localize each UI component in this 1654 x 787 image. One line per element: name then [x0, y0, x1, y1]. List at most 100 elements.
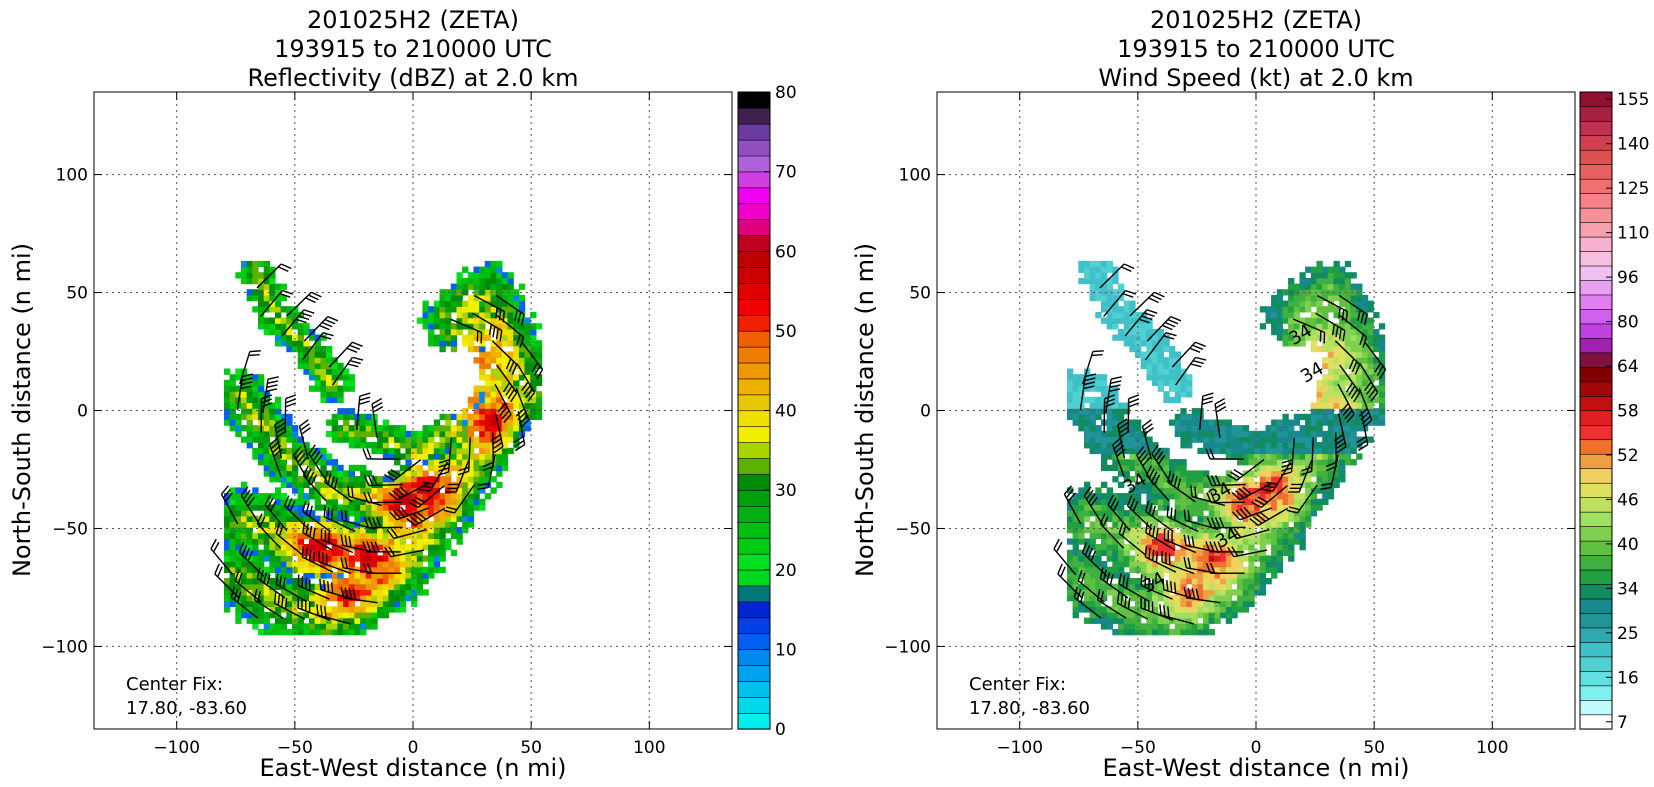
wind-barb	[388, 506, 429, 521]
field-cell	[1078, 515, 1085, 522]
field-cell	[1276, 549, 1284, 556]
field-cell	[252, 566, 259, 573]
field-cell	[1072, 396, 1079, 404]
colorbar-segment	[737, 553, 771, 571]
field-cell	[439, 306, 446, 313]
field-cell	[479, 425, 486, 432]
field-cell	[1242, 527, 1250, 534]
field-cell	[1078, 521, 1085, 528]
field-cell	[1237, 436, 1244, 443]
field-cell	[360, 606, 367, 613]
field-cell	[1163, 470, 1170, 477]
field-cell	[399, 464, 407, 472]
wind-barb	[340, 587, 378, 604]
field-cell	[1225, 419, 1233, 426]
field-cell	[1163, 362, 1170, 370]
field-cell	[1197, 498, 1204, 505]
field-cell	[241, 515, 248, 522]
wind-barb	[1359, 363, 1379, 402]
field-cell	[297, 566, 304, 573]
field-cell	[394, 527, 401, 534]
field-cell	[1254, 589, 1261, 596]
field-cell	[258, 532, 265, 539]
field-cell	[309, 487, 316, 494]
field-cell	[1231, 572, 1238, 579]
field-cell	[1072, 532, 1079, 539]
field-cell	[309, 476, 316, 483]
field-cell	[1163, 527, 1170, 534]
field-cell	[1333, 481, 1340, 488]
field-cell	[377, 612, 384, 619]
field-cell	[501, 277, 509, 285]
field-cell	[235, 385, 242, 392]
field-cell	[1327, 459, 1335, 466]
field-cell	[1316, 283, 1323, 290]
x-tick-label: −100	[996, 738, 1043, 758]
wind-barb	[1140, 597, 1174, 621]
field-cell	[246, 425, 253, 432]
field-cell	[1254, 498, 1261, 505]
field-cell	[331, 493, 338, 500]
field-cell	[280, 561, 287, 568]
field-cell	[292, 561, 299, 568]
field-cell	[445, 515, 452, 522]
field-cell	[343, 549, 350, 556]
field-cell	[360, 436, 367, 443]
field-cell	[1157, 385, 1164, 392]
field-cell	[1180, 430, 1187, 438]
field-cell	[1339, 470, 1346, 477]
field-cell	[377, 447, 384, 455]
field-cell	[1254, 583, 1261, 590]
field-cell	[1197, 606, 1204, 613]
colorbar-segment	[1579, 612, 1613, 629]
field-cell	[309, 362, 316, 370]
field-cell	[1163, 612, 1170, 619]
field-cell	[331, 413, 338, 421]
field-cell	[360, 532, 367, 539]
field-cell	[1322, 493, 1329, 500]
field-cell	[1106, 396, 1113, 404]
field-cell	[1299, 300, 1306, 307]
field-cell	[1101, 300, 1108, 307]
field-cell	[496, 300, 503, 307]
field-cell	[1248, 453, 1255, 460]
wind-title-line-3: Wind Speed (kt) at 2.0 km	[1098, 64, 1413, 92]
field-cell	[1129, 453, 1136, 460]
field-cell	[428, 328, 435, 336]
field-cell	[513, 413, 520, 421]
field-cell	[484, 266, 492, 273]
field-cell	[331, 362, 338, 370]
field-cell	[343, 374, 350, 381]
field-cell	[309, 538, 316, 545]
field-cell	[1152, 612, 1159, 619]
field-cell	[1129, 487, 1136, 494]
field-cell	[1089, 498, 1096, 505]
field-cell	[1123, 561, 1130, 568]
field-cell	[1078, 379, 1085, 387]
field-cell	[1174, 425, 1181, 432]
field-cell	[360, 515, 367, 522]
field-cell	[1112, 294, 1119, 302]
field-cell	[235, 572, 242, 579]
field-cell	[513, 402, 520, 409]
field-cell	[1084, 430, 1091, 438]
field-cell	[1180, 413, 1187, 421]
field-cell	[1265, 436, 1272, 443]
field-cell	[422, 538, 429, 545]
field-cell	[1072, 408, 1079, 415]
field-cell	[1067, 374, 1074, 381]
colorbar-segment	[1579, 670, 1613, 687]
field-cell	[314, 481, 321, 488]
field-cell	[467, 470, 475, 477]
colorbar-segment	[1579, 222, 1613, 238]
field-cell	[1339, 396, 1346, 404]
field-cell	[1225, 487, 1233, 494]
field-cell	[1118, 453, 1125, 460]
field-cell	[252, 572, 259, 579]
field-cell	[309, 629, 316, 636]
wind-barb	[1105, 376, 1122, 413]
field-cell	[1259, 459, 1267, 466]
field-cell	[1123, 323, 1130, 330]
field-cell	[428, 464, 435, 472]
